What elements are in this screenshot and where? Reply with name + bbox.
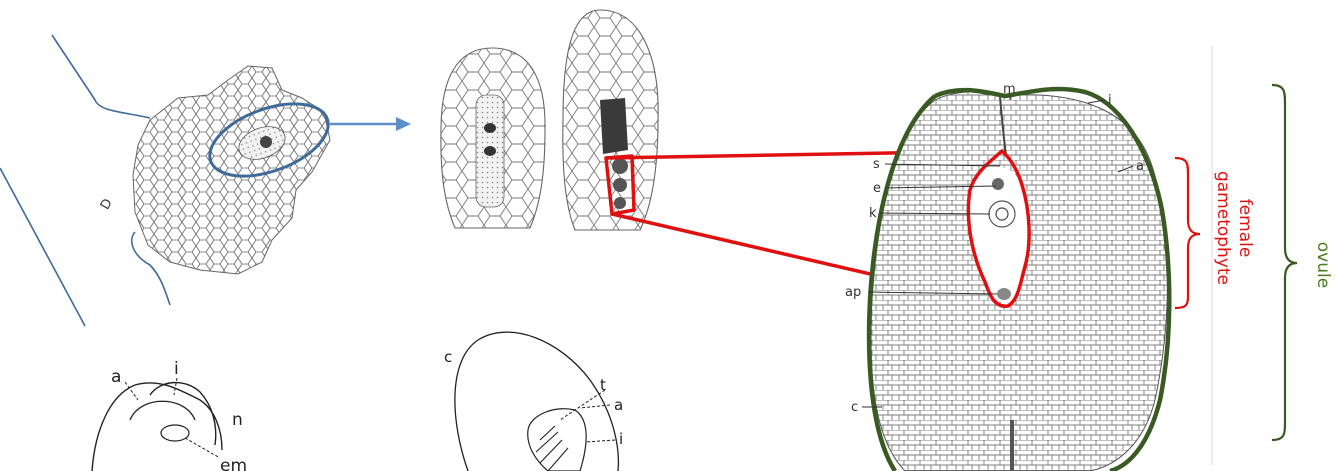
- tetrad-nucleus-1: [484, 123, 496, 133]
- sketch-label-a: a: [111, 367, 121, 387]
- central-cell-nucleus-inner: [995, 207, 1009, 221]
- mature-ovule-figure: m i a s e k ap c: [845, 82, 1172, 471]
- carpel-label-a: a: [614, 396, 623, 414]
- carpel-label-i: i: [619, 430, 623, 448]
- micropyle-channel: [999, 96, 1007, 156]
- female-gametophyte-outline-red: [966, 149, 1031, 308]
- embryo-sac-white: [968, 166, 1031, 302]
- leader-k: [879, 212, 991, 215]
- ovule-striations: [535, 425, 569, 471]
- ovule-outline-green: [866, 86, 1172, 471]
- gametophyte-label: gametophyte: [1213, 171, 1233, 285]
- tetrad-nucleus-2: [484, 146, 496, 156]
- sketch-leader-em: [184, 437, 221, 459]
- female-label: female: [1235, 199, 1255, 258]
- functional-megaspore-3: [614, 197, 626, 209]
- label-d: D: [98, 196, 116, 212]
- sketch-leader-a: [124, 381, 139, 401]
- label-e: e: [873, 181, 881, 196]
- ovule-label: ovule: [1313, 242, 1333, 288]
- carpel-leader-t: [559, 389, 606, 421]
- carpel-wall: [454, 331, 620, 471]
- leader-e: [884, 185, 996, 189]
- leader-ap: [867, 291, 998, 295]
- carpel-leader-a: [579, 404, 611, 409]
- green-curly-brace-icon: [1271, 83, 1298, 442]
- sketch-label-em: em: [220, 456, 247, 471]
- leader-a: [1117, 165, 1134, 173]
- primordium-tissue: [132, 65, 331, 275]
- egg-apparatus-cell: [992, 178, 1004, 190]
- megaspore-stage-1-figure: [440, 47, 546, 229]
- functional-megaspore-1: [612, 158, 628, 174]
- carpel-sketch: c t a i: [444, 331, 623, 471]
- sketch-label-i: i: [174, 359, 179, 379]
- young-ovule-sketch: a i n em: [91, 359, 247, 471]
- sketch-label-n: n: [232, 410, 243, 430]
- placenta-outline-lower: [131, 231, 171, 306]
- carpel-leader-i: [584, 439, 616, 443]
- female-gametophyte-bracket: female gametophyte: [1174, 156, 1255, 310]
- placenta-outline-diagonal: [0, 167, 86, 327]
- megasporocyte-nucleus: [260, 136, 272, 148]
- red-curly-brace-icon: [1174, 156, 1201, 310]
- outer-integument-curve: [91, 382, 223, 471]
- carpel-label-t: t: [600, 376, 606, 394]
- label-c-ovule: c: [851, 400, 858, 415]
- label-i-ovule: i: [1108, 93, 1112, 108]
- degenerating-megaspores: [600, 98, 628, 154]
- leader-s: [884, 163, 1001, 167]
- label-s: s: [873, 157, 880, 172]
- functional-megaspore-2: [613, 178, 627, 192]
- embryo-sac-mother-cell: [160, 424, 190, 442]
- label-ap: ap: [845, 285, 861, 300]
- label-k: k: [869, 206, 877, 221]
- carpel-label-c: c: [444, 348, 452, 366]
- label-a-ovule: a: [1136, 159, 1144, 174]
- nucellus-curve: [129, 400, 196, 421]
- leader-i: [1087, 99, 1106, 104]
- inner-integument-curve: [149, 381, 217, 446]
- ovule-bracket: ovule: [1211, 45, 1333, 465]
- highlight-oval-blue: [208, 102, 330, 178]
- sketch-leader-i: [173, 377, 178, 396]
- antipodal-cells: [997, 288, 1011, 300]
- placenta-outline-upper: [51, 34, 151, 119]
- ovule-primordium-figure: D: [0, 34, 411, 327]
- label-m: m: [1003, 82, 1016, 97]
- young-ovule-body: [527, 408, 587, 471]
- arrow-head-icon: [396, 117, 411, 131]
